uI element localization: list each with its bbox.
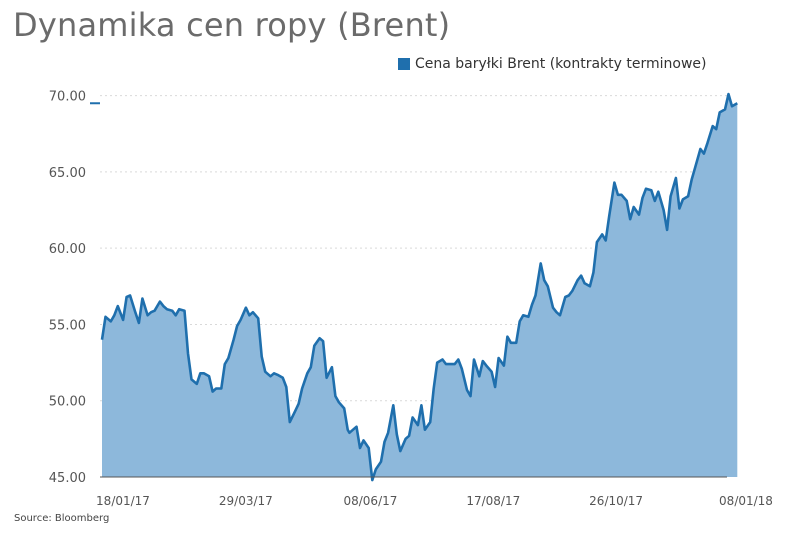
y-tick-label: 70.00	[49, 90, 86, 105]
y-tick-label: 55.00	[49, 318, 86, 333]
legend-swatch	[398, 58, 410, 70]
x-axis-ticks: 18/01/17 29/03/17 08/06/17 17/08/17 26/10/17…	[96, 494, 773, 508]
x-tick-label: 18/01/17	[96, 494, 150, 508]
x-tick-label: 08/06/17	[343, 494, 397, 508]
legend-label: Cena baryłki Brent (kontrakty terminowe)	[415, 56, 707, 72]
series-line	[100, 92, 738, 482]
x-tick-label: 29/03/17	[219, 494, 273, 508]
x-tick-label: 17/08/17	[466, 494, 520, 508]
area-layer	[90, 92, 738, 482]
x-tick-label: 08/01/18	[719, 494, 773, 508]
source-note: Source: Bloomberg	[14, 513, 110, 524]
y-tick-label: 60.00	[49, 242, 86, 257]
y-axis-ticks: 70.00 65.00 60.00 55.00 50.00 45.00	[49, 90, 86, 486]
series-area	[102, 94, 738, 481]
y-tick-label: 65.00	[49, 166, 86, 181]
x-tick-label: 26/10/17	[589, 494, 643, 508]
chart-title: Dynamika cen ropy (Brent)	[13, 6, 451, 44]
legend: Cena baryłki Brent (kontrakty terminowe)	[398, 56, 706, 72]
y-tick-label: 50.00	[49, 395, 86, 410]
y-tick-label: 45.00	[49, 471, 86, 486]
